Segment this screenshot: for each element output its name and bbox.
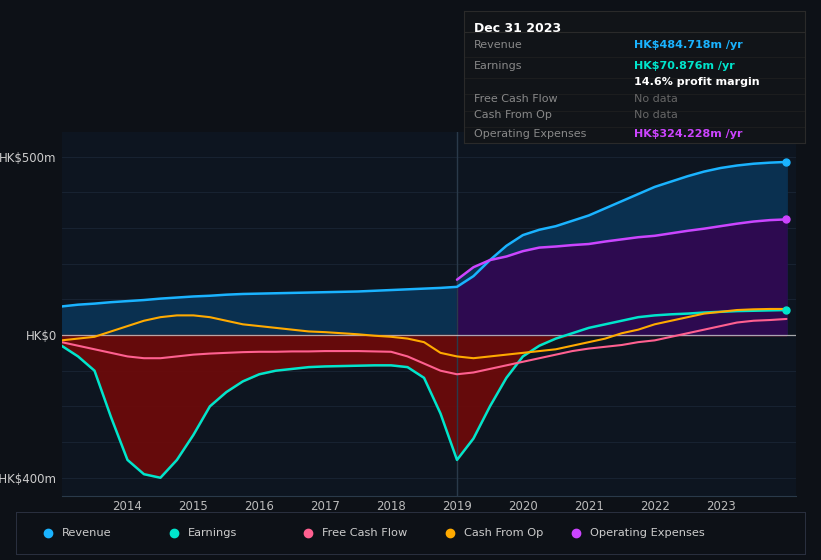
Text: No data: No data: [635, 94, 678, 104]
Text: 14.6% profit margin: 14.6% profit margin: [635, 77, 760, 87]
Text: Revenue: Revenue: [62, 529, 112, 538]
Text: HK$324.228m /yr: HK$324.228m /yr: [635, 129, 743, 138]
Text: Operating Expenses: Operating Expenses: [474, 129, 586, 138]
Text: Revenue: Revenue: [474, 40, 523, 50]
Text: Free Cash Flow: Free Cash Flow: [322, 529, 407, 538]
Text: No data: No data: [635, 110, 678, 120]
Text: Cash From Op: Cash From Op: [464, 529, 544, 538]
Text: Earnings: Earnings: [188, 529, 237, 538]
Text: HK$484.718m /yr: HK$484.718m /yr: [635, 40, 743, 50]
Text: Free Cash Flow: Free Cash Flow: [474, 94, 557, 104]
Text: HK$70.876m /yr: HK$70.876m /yr: [635, 61, 735, 71]
Text: Cash From Op: Cash From Op: [474, 110, 552, 120]
Text: Earnings: Earnings: [474, 61, 523, 71]
Text: Dec 31 2023: Dec 31 2023: [474, 22, 562, 35]
Text: Operating Expenses: Operating Expenses: [590, 529, 705, 538]
